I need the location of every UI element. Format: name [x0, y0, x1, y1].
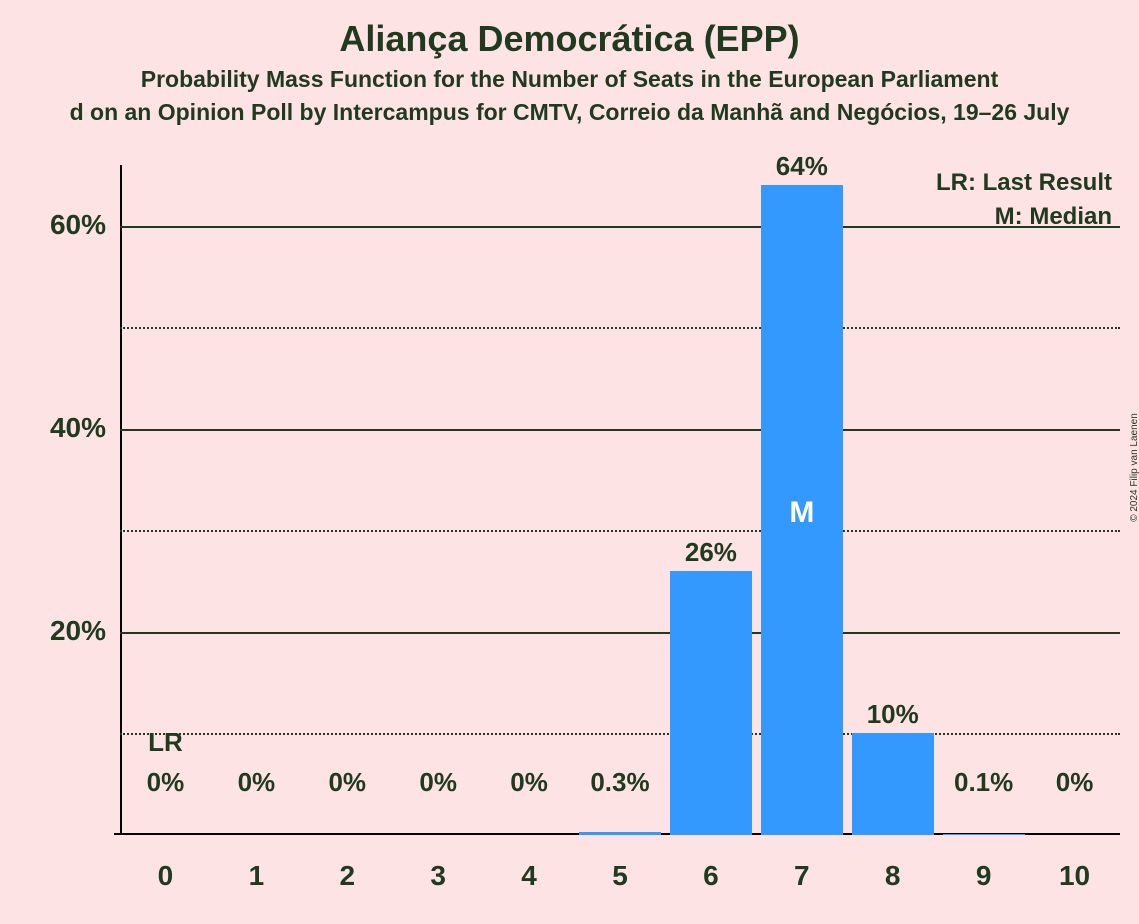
bar — [670, 571, 752, 835]
bar-value-label: 0% — [484, 767, 575, 798]
bar-value-label: 0% — [211, 767, 302, 798]
lr-marker: LR — [120, 727, 211, 758]
legend-m: M: Median — [936, 203, 1112, 231]
x-tick-label: 9 — [938, 860, 1029, 892]
bar-value-label: 64% — [756, 151, 847, 182]
bar-value-label: 0% — [302, 767, 393, 798]
chart-container: © 2024 Filip van Laenen Aliança Democrát… — [0, 0, 1139, 924]
title-subtitle: Probability Mass Function for the Number… — [0, 66, 1139, 93]
x-tick-label: 2 — [302, 860, 393, 892]
bars-group: M — [120, 175, 1120, 835]
copyright-text: © 2024 Filip van Laenen — [1130, 413, 1139, 522]
median-marker: M — [782, 496, 822, 530]
legend-lr: LR: Last Result — [936, 169, 1112, 197]
bar-value-label: 0% — [120, 767, 211, 798]
y-tick-label: 40% — [16, 412, 106, 444]
x-tick-label: 7 — [756, 860, 847, 892]
y-tick-label: 20% — [16, 615, 106, 647]
bar-value-label: 10% — [847, 699, 938, 730]
title-main: Aliança Democrática (EPP) — [0, 18, 1139, 60]
x-tick-label: 4 — [484, 860, 575, 892]
bar-value-label: 0% — [1029, 767, 1120, 798]
x-tick-label: 8 — [847, 860, 938, 892]
bar-value-label: 0.1% — [938, 767, 1029, 798]
plot-area: M 0%LR0%0%0%0%0.3%26%64%10%0.1%0% 012345… — [120, 175, 1120, 835]
y-tick-label: 60% — [16, 209, 106, 241]
bar — [943, 834, 1025, 835]
bar-value-label: 0.3% — [575, 767, 666, 798]
x-tick-label: 10 — [1029, 860, 1120, 892]
chart-titles: Aliança Democrática (EPP) Probability Ma… — [0, 0, 1139, 126]
legend: LR: Last Result M: Median — [936, 169, 1112, 231]
title-source: d on an Opinion Poll by Intercampus for … — [0, 99, 1139, 126]
x-tick-label: 0 — [120, 860, 211, 892]
x-tick-label: 5 — [575, 860, 666, 892]
bar — [579, 832, 661, 835]
x-tick-label: 1 — [211, 860, 302, 892]
x-tick-label: 6 — [665, 860, 756, 892]
bar — [852, 733, 934, 835]
bar-value-label: 26% — [665, 537, 756, 568]
x-tick-label: 3 — [393, 860, 484, 892]
bar-value-label: 0% — [393, 767, 484, 798]
